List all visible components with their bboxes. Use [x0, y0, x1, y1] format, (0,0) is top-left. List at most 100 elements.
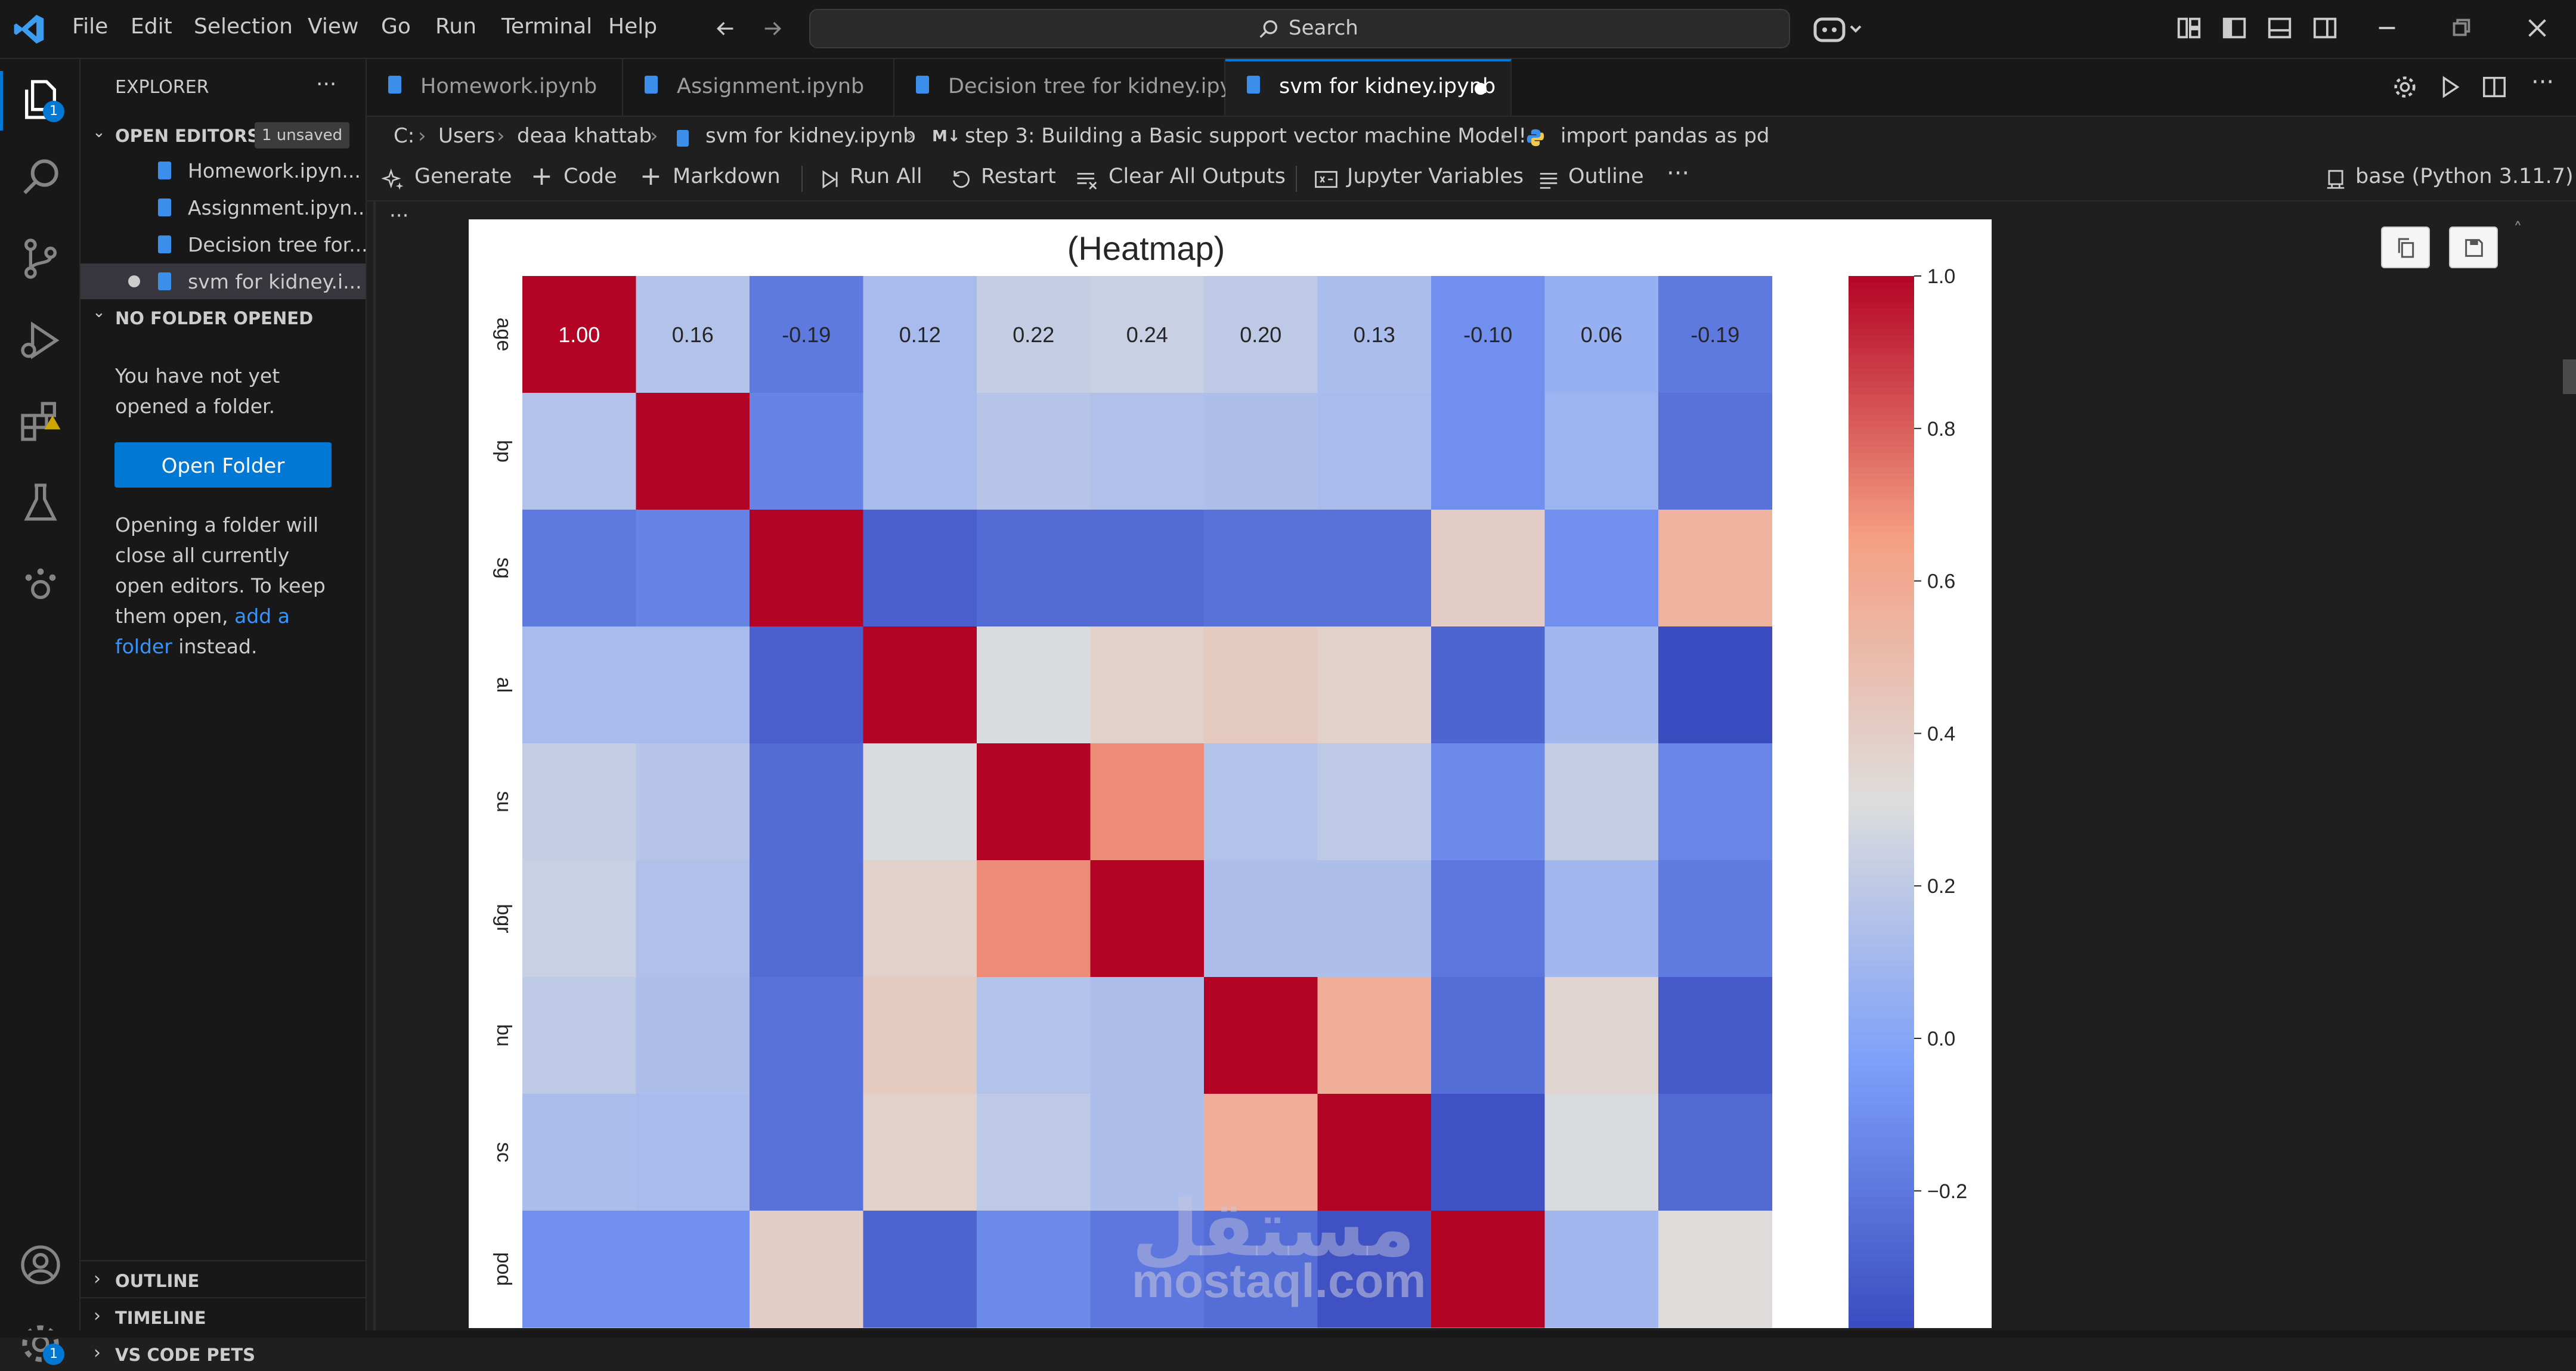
add-code-button[interactable]: + Code	[531, 157, 635, 200]
forward-arrow-icon[interactable]	[761, 17, 785, 41]
copilot-icon[interactable]	[1810, 12, 1864, 45]
outline-section[interactable]: › OUTLINE	[80, 1260, 366, 1297]
menu-view[interactable]: View	[308, 14, 359, 39]
jupyter-variables-button[interactable]: Jupyter Variables	[1314, 157, 1528, 200]
heatmap-cell	[1090, 626, 1205, 744]
open-editor-item[interactable]: Decision tree for...	[80, 227, 368, 262]
menu-terminal[interactable]: Terminal	[501, 14, 593, 39]
colorbar-segment	[1849, 578, 1914, 586]
menu-selection[interactable]: Selection	[194, 14, 293, 39]
heatmap-cell	[522, 743, 637, 861]
heatmap-cell	[636, 1094, 750, 1211]
open-folder-button[interactable]: Open Folder	[114, 442, 332, 488]
search-view-icon[interactable]	[17, 153, 64, 201]
customize-layout-icon[interactable]	[2175, 14, 2203, 42]
explorer-icon[interactable]	[17, 76, 64, 123]
close-window-icon[interactable]	[2524, 14, 2551, 42]
breadcrumb-file[interactable]: svm for kidney.ipynb	[705, 124, 916, 148]
add-folder-link[interactable]: folder	[115, 635, 172, 658]
toggle-panel-icon[interactable]	[2266, 14, 2293, 42]
menu-run[interactable]: Run	[435, 14, 477, 39]
output-more-icon[interactable]: ···	[389, 204, 409, 228]
open-editor-item-active[interactable]: svm for kidney.i...	[80, 263, 366, 299]
colorbar-segment	[1849, 730, 1914, 737]
testing-flask-icon[interactable]	[17, 479, 64, 527]
back-arrow-icon[interactable]	[713, 17, 737, 41]
heatmap-cell	[1317, 860, 1432, 978]
settings-gear-icon[interactable]	[2391, 73, 2419, 101]
heatmap-cell	[1431, 393, 1546, 510]
scrollbar-thumb[interactable]	[2563, 359, 2576, 394]
chevron-down-icon[interactable]: ⌄	[92, 303, 106, 321]
chevron-down-icon[interactable]: ⌄	[92, 123, 106, 141]
colorbar-segment	[1849, 933, 1914, 941]
heatmap-cell	[1658, 1094, 1773, 1211]
tab-assignment[interactable]: Assignment.ipynb	[623, 59, 894, 116]
no-folder-header[interactable]: NO FOLDER OPENED	[115, 308, 314, 328]
minimize-icon[interactable]	[2373, 14, 2401, 42]
copy-output-button[interactable]	[2381, 227, 2430, 268]
open-editors-header[interactable]: OPEN EDITORS	[115, 126, 260, 146]
colorbar-segment	[1849, 539, 1914, 547]
colorbar-segment	[1849, 736, 1914, 744]
colorbar-segment	[1849, 1236, 1914, 1243]
tab-decision-tree[interactable]: Decision tree for kidney.ipynb	[894, 59, 1259, 116]
open-editor-item[interactable]: Homework.ipyn...	[80, 153, 366, 188]
toggle-secondary-sidebar-icon[interactable]	[2311, 14, 2339, 42]
cell-value-label: 0.20	[1240, 322, 1281, 347]
restart-button[interactable]: Restart	[950, 157, 1087, 200]
explorer-more-icon[interactable]: ···	[316, 72, 337, 97]
run-debug-icon[interactable]	[17, 317, 64, 364]
open-editor-item[interactable]: Assignment.ipyn...	[80, 190, 371, 225]
colorbar-segment	[1849, 663, 1914, 671]
source-control-icon[interactable]	[17, 235, 64, 283]
split-editor-icon[interactable]	[2481, 73, 2508, 101]
command-center-search[interactable]: Search	[809, 9, 1790, 48]
colorbar-segment	[1849, 1183, 1914, 1191]
run-all-button[interactable]: Run All	[819, 157, 944, 200]
run-icon[interactable]	[2436, 73, 2463, 101]
scroll-up-icon[interactable]: ˄	[2513, 219, 2522, 240]
heatmap-cell	[977, 626, 1091, 744]
pets-icon[interactable]	[17, 560, 64, 607]
menu-help[interactable]: Help	[608, 14, 658, 39]
colorbar-segment	[1849, 374, 1914, 382]
add-folder-link[interactable]: add a	[234, 604, 290, 628]
open-editor-label: Decision tree for...	[188, 233, 368, 256]
open-folder-label: Open Folder	[161, 454, 285, 478]
extensions-icon[interactable]	[17, 398, 64, 445]
breadcrumb-cell[interactable]: import pandas as pd	[1561, 124, 1770, 148]
menu-edit[interactable]: Edit	[131, 14, 172, 39]
colorbar-segment	[1849, 513, 1914, 520]
menu-go[interactable]: Go	[381, 14, 411, 39]
breadcrumb-user[interactable]: deaa khattab	[517, 124, 652, 148]
kernel-picker[interactable]: base (Python 3.11.7)	[2324, 157, 2575, 200]
generate-button[interactable]: Generate	[382, 157, 537, 200]
clear-outputs-button[interactable]: Clear All Outputs	[1075, 157, 1290, 200]
restart-label: Restart	[981, 165, 1056, 188]
heatmap-cell	[977, 1211, 1091, 1328]
tab-svm-kidney[interactable]: svm for kidney.ipynb	[1225, 59, 1512, 116]
breadcrumb-drive[interactable]: C:	[394, 124, 415, 148]
breadcrumb-section[interactable]: step 3: Building a Basic support vector …	[965, 124, 1527, 148]
colorbar-tick-label: 0.6	[1927, 570, 1955, 593]
save-output-button[interactable]	[2449, 227, 2498, 268]
timeline-section[interactable]: › TIMELINE	[80, 1297, 366, 1334]
toggle-sidebar-icon[interactable]	[2221, 14, 2248, 42]
heatmap-cell	[977, 276, 1091, 393]
colorbar-segment	[1849, 1268, 1914, 1276]
editor-more-icon[interactable]: ···	[2531, 69, 2555, 96]
add-markdown-button[interactable]: + Markdown	[640, 157, 795, 200]
heatmap-cell	[977, 977, 1091, 1094]
tab-homework[interactable]: Homework.ipynb	[367, 59, 623, 116]
heatmap-cell	[863, 977, 977, 1094]
menu-file[interactable]: File	[72, 14, 109, 39]
outline-button[interactable]: Outline	[1537, 157, 1651, 200]
unsaved-dot-icon[interactable]	[1475, 83, 1487, 95]
pets-section[interactable]: › VS CODE PETS	[80, 1334, 366, 1371]
open-editor-label: Assignment.ipyn...	[188, 196, 371, 219]
restore-icon[interactable]	[2447, 14, 2475, 42]
breadcrumb-users[interactable]: Users	[438, 124, 496, 148]
toolbar-more-icon[interactable]: ···	[1667, 160, 1690, 187]
account-icon[interactable]	[17, 1241, 64, 1289]
